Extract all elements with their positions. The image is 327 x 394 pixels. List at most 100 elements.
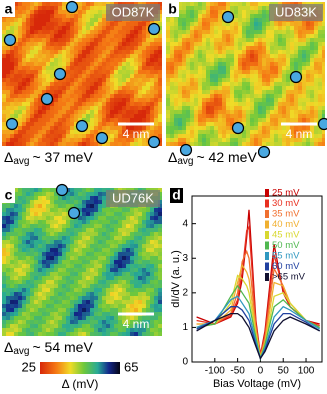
map-pixel <box>50 142 54 146</box>
map-pixel <box>290 82 294 86</box>
map-pixel <box>98 292 102 296</box>
map-pixel <box>158 312 162 316</box>
map-pixel <box>26 26 30 30</box>
map-pixel <box>190 34 194 38</box>
map-pixel <box>82 70 86 74</box>
map-pixel <box>250 94 254 98</box>
map-pixel <box>126 22 130 26</box>
map-pixel <box>78 134 82 138</box>
map-pixel <box>246 2 250 6</box>
map-pixel <box>302 34 306 38</box>
map-pixel <box>58 284 62 288</box>
map-pixel <box>242 14 246 18</box>
map-pixel <box>170 70 174 74</box>
map-pixel <box>138 74 142 78</box>
map-pixel <box>150 240 154 244</box>
map-pixel <box>142 70 146 74</box>
map-pixel <box>142 280 146 284</box>
map-pixel <box>126 332 130 336</box>
map-pixel <box>82 204 86 208</box>
map-pixel <box>146 216 150 220</box>
map-pixel <box>122 114 126 118</box>
map-pixel <box>106 114 110 118</box>
map-pixel <box>270 130 274 134</box>
map-pixel <box>50 216 54 220</box>
map-pixel <box>146 98 150 102</box>
map-pixel <box>30 212 34 216</box>
map-pixel <box>102 280 106 284</box>
map-pixel <box>38 82 42 86</box>
map-pixel <box>2 114 6 118</box>
map-pixel <box>66 46 70 50</box>
map-pixel <box>78 14 82 18</box>
map-pixel <box>266 74 270 78</box>
map-pixel <box>122 288 126 292</box>
map-pixel <box>150 276 154 280</box>
map-pixel <box>18 98 22 102</box>
map-pixel <box>30 110 34 114</box>
map-pixel <box>194 142 198 146</box>
map-pixel <box>154 70 158 74</box>
map-pixel <box>22 54 26 58</box>
map-pixel <box>90 228 94 232</box>
map-pixel <box>22 276 26 280</box>
map-pixel <box>270 118 274 122</box>
map-pixel <box>178 62 182 66</box>
map-pixel <box>22 216 26 220</box>
map-pixel <box>234 50 238 54</box>
map-pixel <box>146 94 150 98</box>
map-pixel <box>270 54 274 58</box>
map-pixel <box>222 54 226 58</box>
map-pixel <box>62 256 66 260</box>
map-pixel <box>250 86 254 90</box>
map-pixel <box>58 14 62 18</box>
map-pixel <box>158 332 162 336</box>
map-pixel <box>146 264 150 268</box>
map-pixel <box>70 94 74 98</box>
map-pixel <box>182 14 186 18</box>
map-pixel <box>286 118 290 122</box>
map-pixel <box>166 50 170 54</box>
map-pixel <box>122 220 126 224</box>
map-pixel <box>118 328 122 332</box>
map-pixel <box>186 70 190 74</box>
map-pixel <box>14 102 18 106</box>
map-pixel <box>50 62 54 66</box>
map-pixel <box>106 70 110 74</box>
map-pixel <box>18 276 22 280</box>
map-pixel <box>122 66 126 70</box>
map-pixel <box>234 38 238 42</box>
map-pixel <box>190 82 194 86</box>
map-pixel <box>106 106 110 110</box>
map-pixel <box>90 296 94 300</box>
map-pixel <box>314 30 318 34</box>
map-pixel <box>250 122 254 126</box>
map-pixel <box>102 292 106 296</box>
map-pixel <box>182 58 186 62</box>
map-pixel <box>138 94 142 98</box>
map-pixel <box>70 66 74 70</box>
map-pixel <box>10 224 14 228</box>
map-pixel <box>226 58 230 62</box>
map-pixel <box>70 130 74 134</box>
map-pixel <box>78 204 82 208</box>
map-pixel <box>110 316 114 320</box>
map-pixel <box>70 252 74 256</box>
map-pixel <box>34 300 38 304</box>
map-pixel <box>158 324 162 328</box>
map-pixel <box>50 252 54 256</box>
map-pixel <box>178 46 182 50</box>
map-pixel <box>154 236 158 240</box>
map-pixel <box>30 288 34 292</box>
map-pixel <box>94 26 98 30</box>
map-pixel <box>106 236 110 240</box>
map-pixel <box>90 308 94 312</box>
map-pixel <box>130 300 134 304</box>
map-pixel <box>254 78 258 82</box>
map-pixel <box>242 114 246 118</box>
map-pixel <box>122 42 126 46</box>
map-pixel <box>46 320 50 324</box>
map-pixel <box>114 320 118 324</box>
map-pixel <box>130 42 134 46</box>
map-pixel <box>70 248 74 252</box>
